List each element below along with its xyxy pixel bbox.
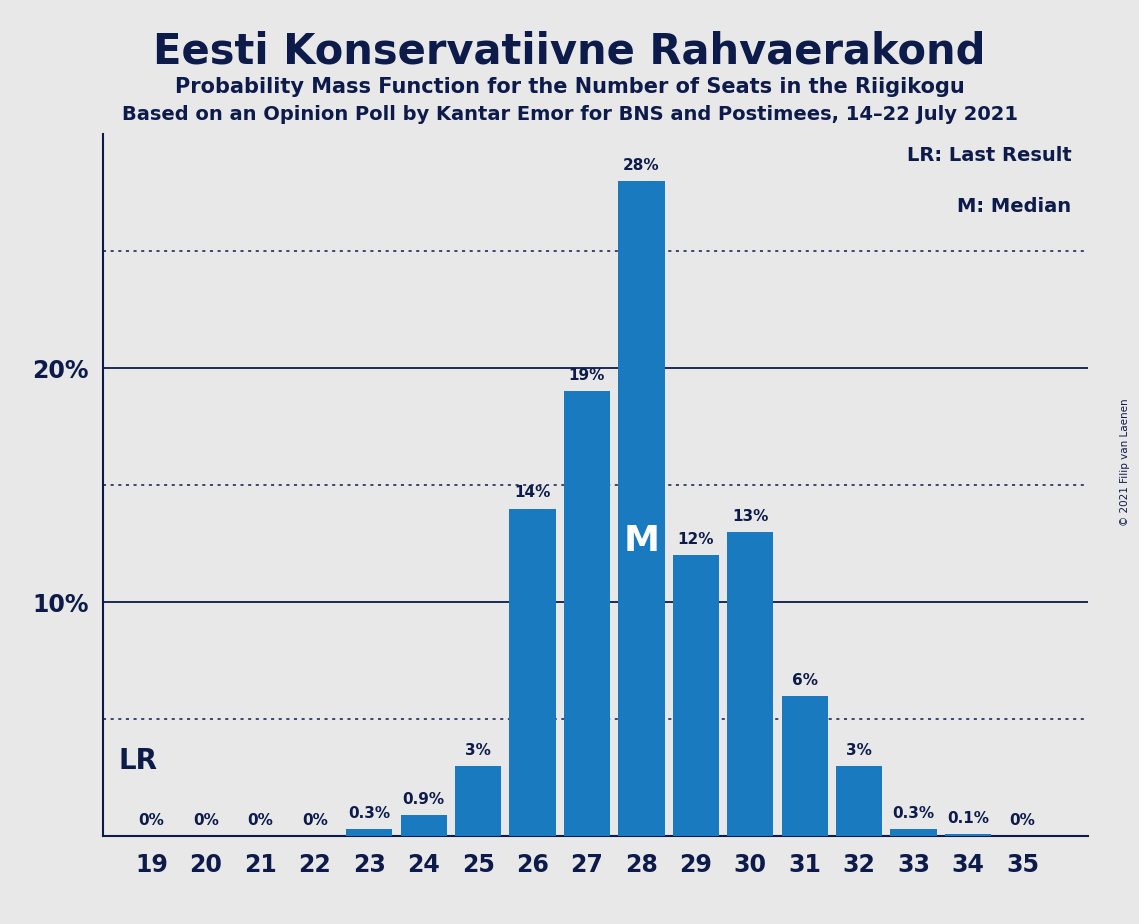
Text: 19%: 19%: [568, 369, 605, 383]
Bar: [401, 815, 446, 836]
Text: 0%: 0%: [247, 813, 273, 828]
Bar: [618, 181, 664, 836]
Text: 0.1%: 0.1%: [947, 810, 989, 826]
Text: © 2021 Filip van Laenen: © 2021 Filip van Laenen: [1120, 398, 1130, 526]
Bar: [454, 766, 501, 836]
Text: LR: Last Result: LR: Last Result: [907, 146, 1072, 164]
Text: 6%: 6%: [792, 673, 818, 687]
Text: 3%: 3%: [846, 743, 872, 758]
Text: 0%: 0%: [139, 813, 164, 828]
Bar: [509, 508, 556, 836]
Text: 14%: 14%: [515, 485, 551, 500]
Bar: [673, 555, 719, 836]
Bar: [727, 532, 773, 836]
Text: 0%: 0%: [1009, 813, 1035, 828]
Text: 0%: 0%: [192, 813, 219, 828]
Bar: [945, 833, 991, 836]
Bar: [891, 829, 936, 836]
Bar: [564, 392, 611, 836]
Text: M: Median: M: Median: [957, 197, 1072, 216]
Text: Probability Mass Function for the Number of Seats in the Riigikogu: Probability Mass Function for the Number…: [174, 77, 965, 97]
Text: Based on an Opinion Poll by Kantar Emor for BNS and Postimees, 14–22 July 2021: Based on an Opinion Poll by Kantar Emor …: [122, 105, 1017, 125]
Text: 0.3%: 0.3%: [349, 806, 391, 821]
Text: 0.9%: 0.9%: [402, 792, 444, 807]
Bar: [346, 829, 392, 836]
Text: LR: LR: [118, 748, 158, 775]
Text: 28%: 28%: [623, 158, 659, 173]
Text: 0%: 0%: [302, 813, 328, 828]
Text: 13%: 13%: [732, 509, 769, 524]
Text: Eesti Konservatiivne Rahvaerakond: Eesti Konservatiivne Rahvaerakond: [154, 30, 985, 72]
Text: M: M: [623, 524, 659, 558]
Text: 3%: 3%: [465, 743, 491, 758]
Text: 12%: 12%: [678, 532, 714, 547]
Bar: [781, 696, 828, 836]
Bar: [836, 766, 883, 836]
Text: 0.3%: 0.3%: [893, 806, 935, 821]
